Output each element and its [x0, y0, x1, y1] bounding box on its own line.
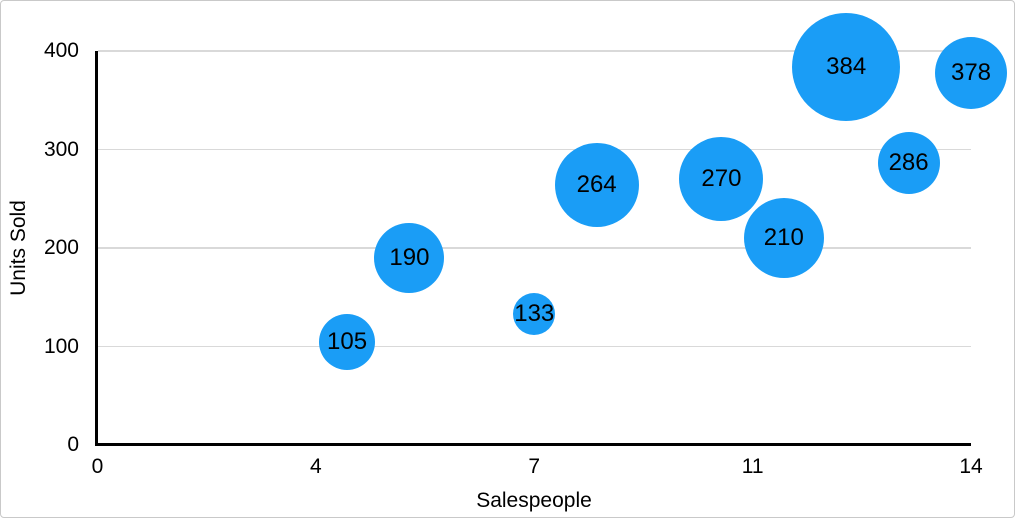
- x-axis-line: [95, 443, 971, 446]
- gridline-y-200: [97, 247, 971, 249]
- x-tick-label-4: 4: [310, 455, 322, 478]
- x-tick-label-11: 11: [741, 455, 764, 478]
- bubble-286[interactable]: 286: [877, 132, 940, 195]
- bubble-210[interactable]: 210: [743, 198, 824, 279]
- y-tick-label-100: 100: [43, 334, 79, 358]
- y-tick-label-400: 400: [43, 39, 79, 62]
- bubble-384[interactable]: 384: [792, 12, 901, 121]
- bubble-378[interactable]: 378: [935, 36, 1007, 109]
- y-tick-label-200: 200: [43, 236, 79, 259]
- bubble-264[interactable]: 264: [554, 142, 639, 227]
- x-tick-label-0: 0: [91, 455, 104, 478]
- gridline-y-100: [97, 345, 971, 348]
- bubble-133[interactable]: 133: [513, 292, 556, 335]
- bubble-270[interactable]: 270: [679, 137, 764, 222]
- y-tick-label-300: 300: [43, 137, 79, 161]
- bubble-105[interactable]: 105: [319, 313, 376, 370]
- y-tick-label-0: 0: [67, 433, 79, 456]
- bubble-190[interactable]: 190: [374, 222, 445, 293]
- y-axis-line: [95, 51, 98, 445]
- gridline-y-400: [97, 50, 971, 52]
- x-tick-label-7: 7: [528, 455, 541, 478]
- x-axis-title: Salespeople: [476, 489, 592, 512]
- x-tick-label-14: 14: [959, 455, 983, 478]
- gridline-y-300: [97, 148, 971, 151]
